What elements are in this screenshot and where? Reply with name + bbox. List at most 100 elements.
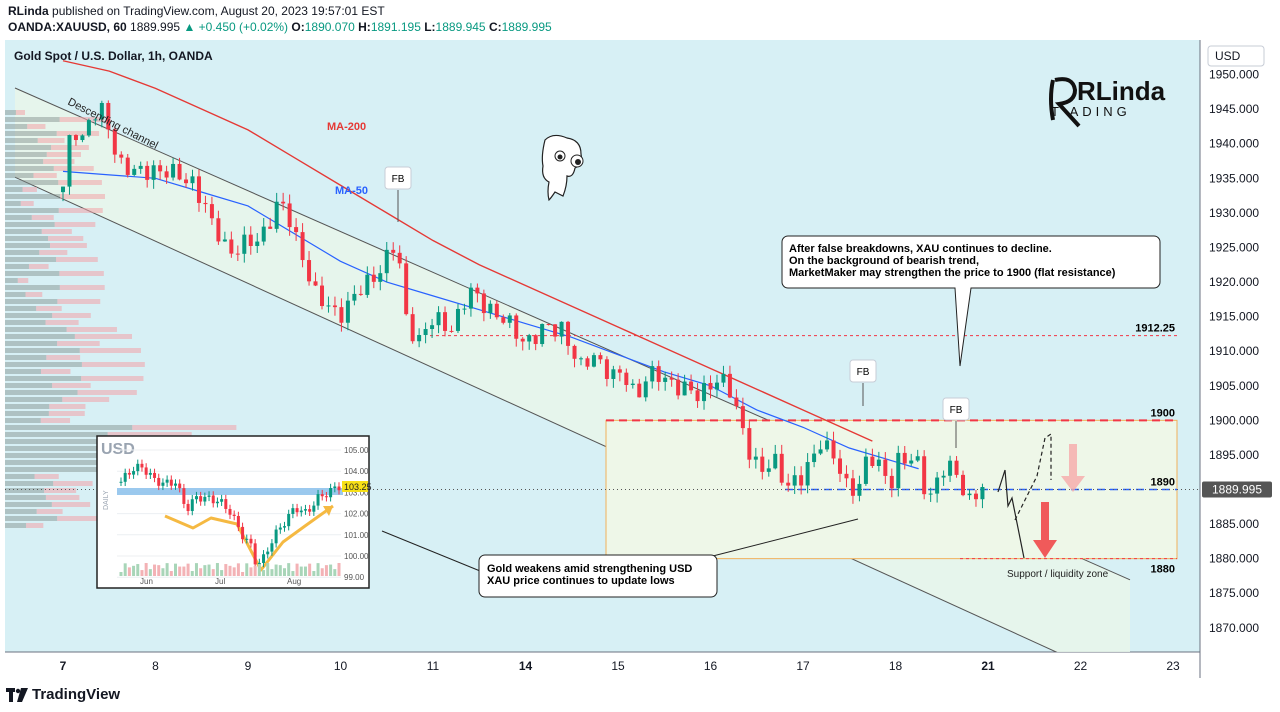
- candle-body[interactable]: [222, 239, 227, 242]
- candle-body[interactable]: [857, 483, 862, 496]
- time-axis[interactable]: [5, 652, 1200, 678]
- candle-body[interactable]: [669, 377, 674, 380]
- candle-body[interactable]: [339, 307, 344, 323]
- candle-body[interactable]: [119, 154, 124, 158]
- candle-body[interactable]: [527, 335, 532, 342]
- candle-body[interactable]: [106, 102, 111, 130]
- candle-body[interactable]: [585, 358, 590, 367]
- candle-body[interactable]: [326, 305, 331, 307]
- candle-body[interactable]: [805, 462, 810, 486]
- candle-body[interactable]: [391, 249, 396, 253]
- candle-body[interactable]: [449, 330, 454, 332]
- candle-body[interactable]: [714, 382, 719, 390]
- candle-body[interactable]: [481, 293, 486, 314]
- candle-body[interactable]: [799, 475, 804, 486]
- candle-body[interactable]: [203, 202, 208, 205]
- candle-body[interactable]: [779, 453, 784, 483]
- candle-body[interactable]: [727, 373, 732, 398]
- candle-body[interactable]: [812, 453, 817, 463]
- fb-annotation-3[interactable]: FB: [942, 397, 970, 448]
- candle-body[interactable]: [702, 382, 707, 402]
- candle-body[interactable]: [488, 303, 493, 314]
- fb-annotation-1[interactable]: FB: [384, 166, 412, 222]
- candle-body[interactable]: [455, 308, 460, 331]
- candle-body[interactable]: [630, 383, 635, 386]
- price-axis[interactable]: [1200, 40, 1275, 678]
- candle-body[interactable]: [462, 308, 467, 310]
- candle-body[interactable]: [177, 163, 182, 180]
- candle-body[interactable]: [268, 226, 273, 229]
- candle-body[interactable]: [86, 120, 91, 136]
- candle-body[interactable]: [229, 239, 234, 254]
- candle-body[interactable]: [145, 165, 150, 180]
- candle-body[interactable]: [430, 325, 435, 330]
- chart-canvas[interactable]: 1870.0001875.0001880.0001885.0001890.000…: [5, 40, 1275, 678]
- author-name[interactable]: RLinda: [8, 4, 49, 18]
- candle-body[interactable]: [961, 474, 966, 496]
- candle-body[interactable]: [773, 453, 778, 469]
- candle-body[interactable]: [902, 452, 907, 464]
- candle-body[interactable]: [760, 456, 765, 472]
- candle-body[interactable]: [533, 335, 538, 345]
- candle-body[interactable]: [786, 482, 791, 486]
- candle-body[interactable]: [650, 366, 655, 382]
- callout-resistance[interactable]: After false breakdowns, XAU continues to…: [781, 235, 1161, 367]
- candle-body[interactable]: [967, 493, 972, 496]
- candle-body[interactable]: [300, 232, 305, 261]
- candle-body[interactable]: [604, 359, 609, 379]
- candle-body[interactable]: [663, 377, 668, 382]
- fb-annotation-2[interactable]: FB: [849, 359, 877, 406]
- candle-body[interactable]: [708, 382, 713, 390]
- candle-body[interactable]: [656, 366, 661, 382]
- candle-body[interactable]: [494, 303, 499, 318]
- candle-body[interactable]: [436, 312, 441, 326]
- candle-body[interactable]: [896, 452, 901, 489]
- candle-body[interactable]: [520, 338, 525, 342]
- candle-body[interactable]: [825, 440, 830, 450]
- candle-body[interactable]: [99, 102, 104, 120]
- candle-body[interactable]: [61, 186, 65, 193]
- candle-body[interactable]: [371, 274, 376, 282]
- candle-body[interactable]: [67, 135, 72, 187]
- candle-body[interactable]: [443, 312, 448, 331]
- candle-body[interactable]: [184, 179, 189, 184]
- candle-body[interactable]: [384, 249, 389, 274]
- candle-body[interactable]: [294, 227, 299, 233]
- candle-body[interactable]: [261, 226, 266, 242]
- candle-body[interactable]: [138, 165, 143, 169]
- candles[interactable]: [61, 100, 985, 509]
- candle-body[interactable]: [171, 163, 176, 178]
- candle-body[interactable]: [624, 372, 629, 386]
- candle-body[interactable]: [417, 335, 422, 342]
- candle-body[interactable]: [572, 345, 577, 359]
- candle-body[interactable]: [352, 293, 357, 301]
- candle-body[interactable]: [404, 263, 409, 315]
- candle-body[interactable]: [973, 493, 978, 500]
- candle-body[interactable]: [365, 274, 370, 295]
- candle-body[interactable]: [954, 460, 959, 475]
- candle-body[interactable]: [948, 460, 953, 476]
- candle-body[interactable]: [358, 293, 363, 295]
- candle-body[interactable]: [196, 176, 201, 203]
- candle-body[interactable]: [909, 460, 914, 464]
- candle-body[interactable]: [734, 397, 739, 407]
- tradingview-footer[interactable]: TradingView: [6, 686, 120, 703]
- candle-body[interactable]: [93, 119, 98, 121]
- candle-body[interactable]: [831, 440, 836, 459]
- candle-body[interactable]: [540, 323, 545, 345]
- candle-body[interactable]: [125, 157, 130, 175]
- candle-body[interactable]: [980, 487, 985, 500]
- candle-body[interactable]: [501, 317, 506, 323]
- projection-down-path[interactable]: [997, 469, 1025, 559]
- candle-body[interactable]: [209, 204, 214, 219]
- callout-usd[interactable]: Gold weakens amid strengthening USD XAU …: [381, 518, 859, 598]
- candle-body[interactable]: [591, 355, 596, 367]
- candle-body[interactable]: [928, 493, 933, 495]
- candle-body[interactable]: [190, 176, 195, 184]
- candle-body[interactable]: [80, 135, 85, 141]
- candle-body[interactable]: [838, 458, 842, 474]
- candle-body[interactable]: [242, 234, 247, 254]
- candle-body[interactable]: [611, 369, 616, 379]
- currency-button[interactable]: [1207, 45, 1265, 67]
- candle-body[interactable]: [676, 379, 681, 396]
